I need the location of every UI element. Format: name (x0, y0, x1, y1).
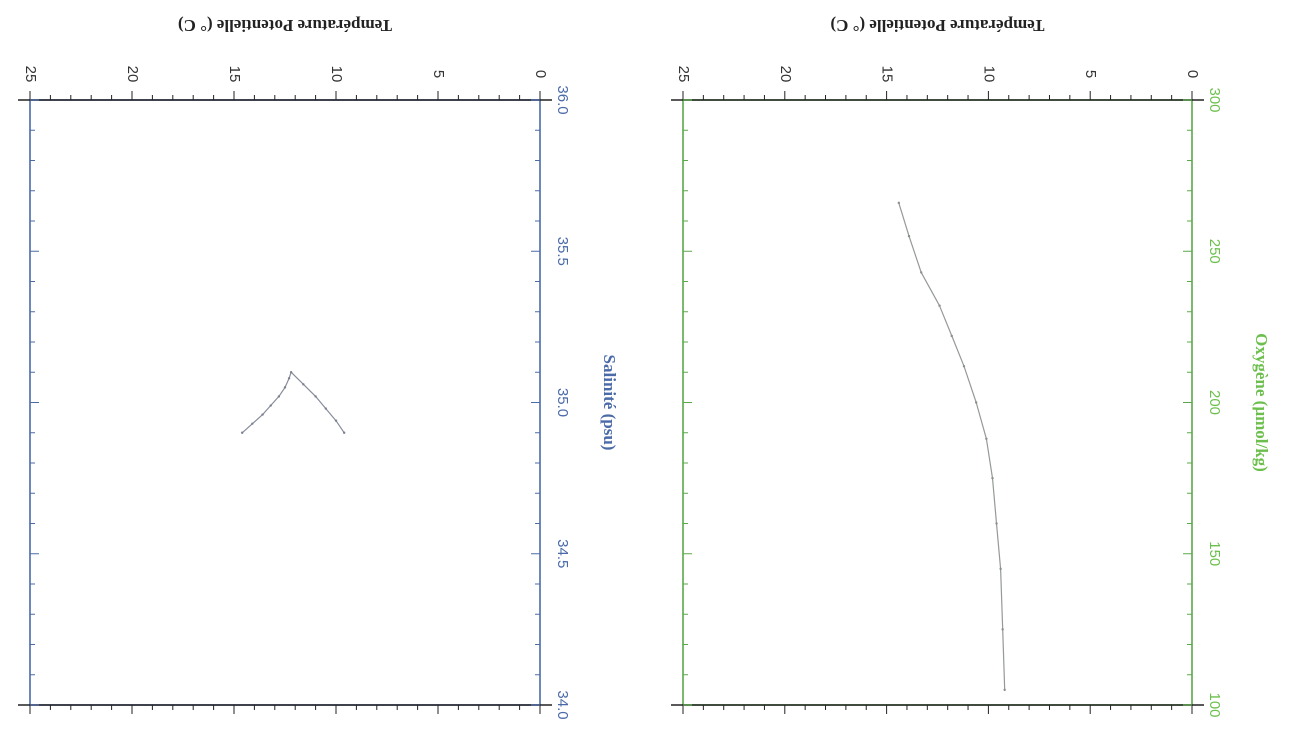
x-axis-label: Oxygène (µmol/kg) (1252, 333, 1271, 472)
temperature-tick-label: 20 (777, 66, 794, 83)
temperature-tick-label: 20 (124, 66, 141, 83)
data-point (985, 437, 988, 440)
temperature-tick-label: 25 (675, 66, 692, 83)
oxygen-panel: 0 5 10 15 20 25 Température Potentielle (° C) 1… (671, 16, 1271, 718)
x-tick-label: 250 (1206, 239, 1223, 264)
data-point (1001, 628, 1004, 631)
temperature-tick-label: 0 (532, 70, 549, 78)
x-tick-label: 100 (1206, 692, 1223, 717)
data-point (283, 386, 287, 389)
plot-frame (682, 99, 1193, 706)
data-point (999, 567, 1002, 571)
x-tick-label: 35.0 (554, 388, 571, 417)
data-point (991, 476, 994, 480)
series-line (898, 202, 1006, 690)
data-point (240, 431, 244, 434)
data-point (907, 234, 911, 238)
temperature-tick-label: 10 (980, 66, 997, 83)
temperature-tick-label: 5 (430, 70, 447, 78)
data-point (269, 404, 272, 407)
temperature-tick-label: 25 (22, 66, 39, 83)
temperature-axis-label: Température Potentielle (° C) (178, 16, 392, 35)
data-point (995, 522, 998, 525)
data-point (920, 271, 923, 274)
data-point (261, 413, 264, 416)
data-point (342, 431, 346, 434)
data-point (324, 407, 327, 410)
x-tick-label: 36.0 (554, 85, 571, 114)
plot-frame (29, 99, 541, 706)
data-point (1003, 688, 1006, 692)
temperature-tick-label: 0 (1184, 70, 1201, 78)
data-point (974, 401, 978, 404)
x-axis-label: Salinité (psu) (600, 355, 619, 451)
temperature-tick-label: 5 (1082, 70, 1099, 78)
series-line (241, 371, 345, 434)
data-point (314, 395, 317, 398)
temperature-tick-label: 15 (879, 66, 896, 83)
data-point (950, 334, 953, 338)
data-point (277, 395, 281, 398)
data-point (938, 304, 941, 307)
x-tick-label: 34.5 (554, 539, 571, 568)
x-tick-label: 200 (1206, 390, 1223, 415)
data-point (287, 377, 291, 380)
data-point (962, 365, 966, 368)
data-point (334, 419, 338, 422)
x-tick-label: 150 (1206, 541, 1223, 566)
temperature-tick-label: 15 (226, 66, 243, 83)
temperature-axis-label: Température Potentielle (° C) (830, 16, 1044, 35)
data-point (289, 371, 293, 374)
salinity-panel: 0 5 10 15 20 25 Température Potentielle (° C) 3… (18, 16, 619, 720)
x-tick-label: 34.0 (554, 690, 571, 719)
temperature-tick-label: 10 (328, 66, 345, 83)
x-tick-label: 300 (1206, 87, 1223, 112)
data-point (302, 383, 305, 386)
data-point (897, 201, 901, 205)
data-point (251, 422, 254, 425)
x-tick-label: 35.5 (554, 237, 571, 266)
